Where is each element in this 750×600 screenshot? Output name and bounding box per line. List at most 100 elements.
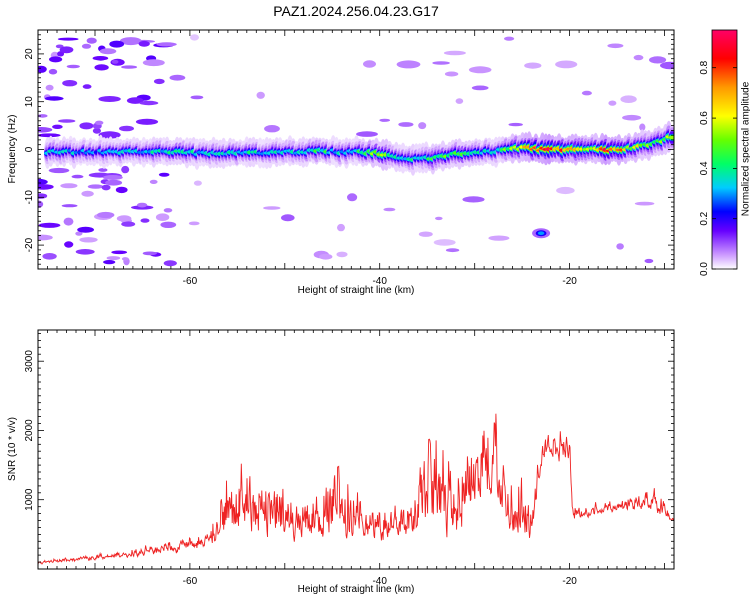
spectrogram-cell (620, 95, 637, 103)
spectrogram-cell (71, 174, 84, 179)
spectrogram-cell (111, 250, 128, 255)
spectrogram-cell (79, 122, 94, 130)
spectrogram-cell (99, 48, 117, 55)
spectrogram-cell (116, 215, 132, 222)
spectrogram-cell (52, 124, 63, 129)
spectrogram-cell (622, 114, 642, 121)
spectrogram-cell (98, 131, 121, 139)
spectrogram-cell (75, 231, 83, 236)
spectrogram-cell (126, 97, 144, 104)
spectrogram-cell (42, 252, 57, 260)
spectrogram-cell (256, 91, 265, 99)
spectrogram-cell (649, 56, 667, 64)
colorbar-tick-label: 0.4 (699, 161, 710, 175)
spectrogram-cell (60, 183, 78, 189)
spectrogram-cell (121, 257, 129, 261)
spectrogram-cell (103, 260, 116, 265)
spectrogram-cell (356, 131, 378, 137)
spectrogram-cell (111, 59, 119, 64)
spectrogram-cell (581, 90, 592, 96)
spectrogram-cell (121, 221, 136, 227)
spectrogram-ticks: -60 -40 -20 20 10 0 -10 -20 (24, 29, 675, 287)
spectrogram-cell (38, 127, 53, 133)
y-tick-label: 0 (24, 146, 35, 152)
spectrogram-cell (64, 241, 74, 248)
spectrogram-cell (109, 40, 125, 48)
spectrogram-cell (81, 43, 92, 49)
spectrogram-cell (634, 201, 655, 206)
x-tick-label: -40 (372, 576, 387, 587)
spectrogram-cell (524, 62, 542, 69)
x-tick-label: -40 (372, 276, 387, 287)
spectrogram-cell (418, 122, 427, 130)
spectrogram-cell (633, 54, 644, 61)
spectrogram-cell (55, 44, 64, 49)
spectrogram-cell (639, 123, 646, 131)
spectrogram-cell (445, 248, 460, 253)
spectrogram-cell (94, 64, 109, 71)
spectrogram-cell (106, 256, 121, 261)
spectrogram-cell (616, 243, 624, 250)
spectrogram-cell (363, 60, 376, 68)
spectrogram-cell (98, 96, 121, 102)
spectrogram-cell (418, 231, 433, 237)
spectrogram-cell (281, 214, 295, 222)
spectrogram-cell (92, 128, 101, 134)
spectrogram-cell (644, 258, 654, 264)
spectrogram-cell (337, 223, 345, 232)
snr-y-label: SNR (10 * v/v) (7, 417, 18, 481)
spectrogram-cell (105, 179, 123, 186)
colorbar-label: Normalized spectral amplitude (741, 81, 750, 216)
spectrogram-cell (121, 65, 138, 69)
spectrogram-cell (193, 180, 202, 186)
spectrogram-cell (38, 65, 47, 73)
spectrogram-cell (49, 56, 63, 63)
spectrogram-cell (135, 118, 159, 125)
spectrogram-cell (396, 60, 421, 69)
spectrogram-cell (59, 46, 74, 54)
snr-field (38, 413, 674, 565)
spectrogram-cell (462, 196, 485, 203)
y-tick-label: 2000 (24, 419, 35, 442)
colorbar-gradient (711, 29, 738, 270)
spectrogram-cell (63, 217, 74, 226)
colorbar-tick-label: 0.6 (699, 111, 710, 125)
x-tick-label: -20 (562, 576, 577, 587)
spectrogram-cell (95, 120, 104, 126)
colorbar-tick-label: 0.0 (699, 262, 710, 276)
spectrogram-cell (77, 226, 94, 233)
spectrogram-cell (383, 207, 396, 212)
spectrogram-cell (264, 125, 280, 133)
spectrogram-cell (190, 34, 199, 41)
spectrogram-cell (432, 61, 450, 65)
spectrogram-cell (504, 36, 515, 41)
spectrogram-cell (435, 216, 443, 221)
spectrogram-cell (38, 178, 48, 185)
snr-series-line (38, 413, 674, 565)
y-tick-label: 1000 (24, 488, 35, 511)
spectrogram-cell (263, 206, 281, 210)
spectrogram-cell (607, 43, 624, 49)
spectrogram-y-label: Frequency (Hz) (7, 115, 18, 184)
colorbar-ticks: 0.0 0.2 0.4 0.6 0.8 (699, 60, 737, 276)
spectrogram-cell (138, 40, 150, 47)
spectrogram-cell (102, 175, 123, 180)
spectrogram-cell (156, 42, 177, 47)
spectrogram-cell (81, 190, 94, 197)
x-tick-label: -60 (183, 576, 198, 587)
snr-ticks: -60 -40 -20 1000 2000 3000 (24, 330, 675, 587)
spectrogram-cell (668, 135, 674, 140)
spectrogram-cell (75, 249, 95, 255)
spectrogram-cell (66, 64, 80, 69)
spectrogram-cell (142, 251, 157, 256)
spectrogram-cell (82, 84, 92, 89)
spectrogram-cell (158, 172, 170, 177)
spectrogram-cell (488, 235, 510, 241)
spectrogram-cell (57, 37, 79, 41)
spectrogram-cell (455, 98, 464, 104)
spectrogram-cell (92, 56, 109, 61)
y-tick-label: -20 (24, 237, 35, 252)
spectrogram-cell (660, 61, 674, 70)
spectrogram-cell (347, 193, 358, 202)
